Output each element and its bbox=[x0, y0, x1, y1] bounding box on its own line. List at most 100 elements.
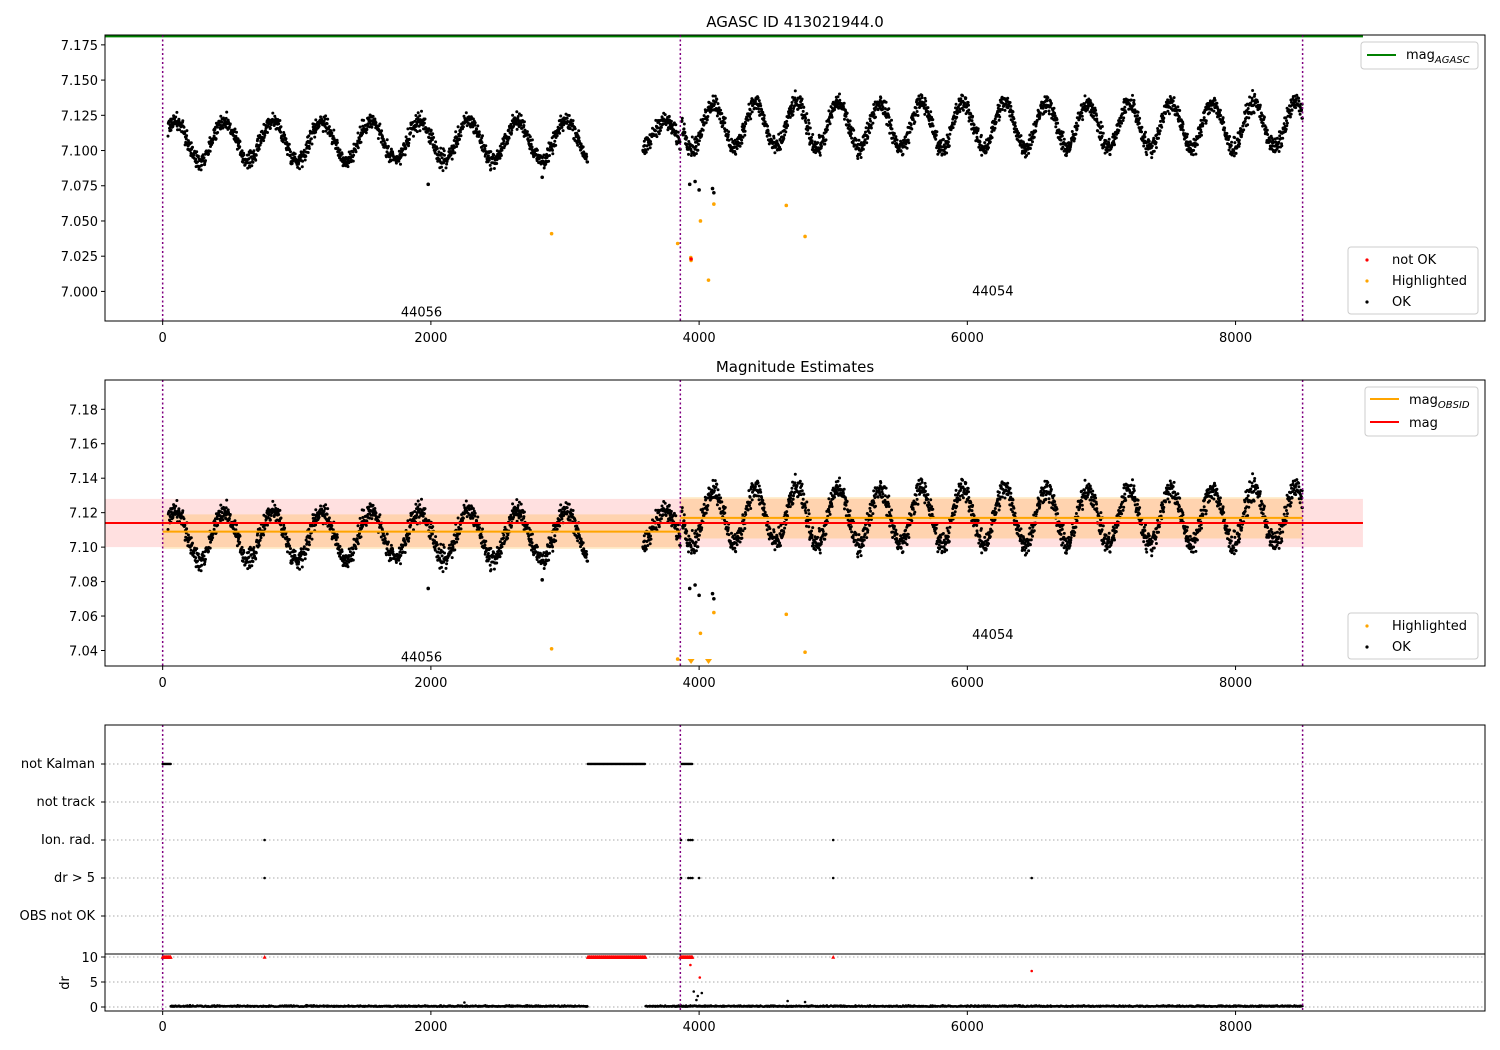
data-point bbox=[461, 125, 465, 129]
data-point bbox=[399, 562, 402, 566]
data-point bbox=[1118, 124, 1122, 128]
data-point bbox=[374, 511, 378, 515]
data-point bbox=[971, 114, 975, 118]
data-point bbox=[850, 136, 854, 140]
data-point bbox=[907, 141, 911, 145]
data-point bbox=[1000, 108, 1004, 111]
data-point bbox=[297, 560, 301, 564]
data-point bbox=[810, 139, 814, 143]
data-point bbox=[397, 558, 401, 562]
data-point bbox=[166, 528, 170, 531]
data-point bbox=[1049, 101, 1053, 105]
data-point bbox=[954, 102, 958, 106]
data-point bbox=[362, 508, 366, 512]
data-point bbox=[528, 135, 532, 139]
data-point bbox=[495, 561, 499, 565]
data-point bbox=[191, 145, 194, 149]
data-point bbox=[416, 499, 420, 503]
data-point bbox=[445, 559, 449, 562]
data-point bbox=[756, 96, 760, 100]
data-point bbox=[203, 163, 207, 167]
data-point bbox=[1140, 125, 1144, 129]
data-point bbox=[1212, 109, 1216, 113]
data-point bbox=[384, 155, 388, 159]
data-point bbox=[325, 122, 329, 126]
data-point bbox=[506, 139, 510, 142]
data-point bbox=[459, 134, 463, 138]
data-point bbox=[443, 551, 446, 555]
data-point bbox=[766, 129, 770, 133]
data-point bbox=[993, 126, 997, 130]
data-point bbox=[423, 117, 427, 121]
data-point bbox=[352, 551, 356, 555]
data-point bbox=[571, 119, 575, 123]
data-point bbox=[325, 512, 329, 516]
data-point bbox=[359, 535, 363, 539]
data-point bbox=[1280, 144, 1284, 148]
y-tick-label: 7.050 bbox=[61, 215, 98, 230]
data-point bbox=[811, 133, 815, 136]
data-point bbox=[1177, 115, 1181, 119]
data-point bbox=[273, 114, 277, 118]
data-point bbox=[302, 148, 306, 152]
data-point bbox=[489, 150, 493, 154]
data-point bbox=[1181, 128, 1185, 132]
data-point bbox=[289, 150, 292, 154]
data-point bbox=[1013, 121, 1017, 125]
data-point bbox=[409, 131, 413, 135]
data-point bbox=[340, 550, 344, 553]
data-point bbox=[678, 140, 682, 144]
data-point bbox=[307, 540, 311, 544]
data-point bbox=[308, 140, 312, 143]
data-point bbox=[1136, 110, 1140, 114]
data-point bbox=[522, 515, 526, 519]
data-point bbox=[189, 536, 193, 540]
data-point bbox=[309, 137, 313, 141]
data-point bbox=[351, 159, 355, 163]
data-point bbox=[1251, 89, 1255, 92]
data-point bbox=[873, 108, 877, 112]
data-point bbox=[335, 533, 339, 537]
agasc-obsid-labels: 44056 44054 bbox=[401, 284, 1014, 320]
data-point bbox=[238, 140, 242, 143]
data-point bbox=[845, 111, 849, 115]
data-point bbox=[519, 123, 523, 127]
data-point bbox=[420, 109, 423, 113]
data-point bbox=[412, 134, 415, 138]
data-point bbox=[194, 556, 198, 560]
data-point bbox=[499, 551, 503, 555]
data-point bbox=[1253, 92, 1257, 96]
data-point bbox=[263, 133, 267, 137]
data-point bbox=[338, 544, 342, 548]
data-point bbox=[1080, 114, 1084, 118]
data-point bbox=[694, 144, 698, 148]
data-point bbox=[332, 128, 336, 132]
series-point bbox=[803, 234, 807, 239]
data-point bbox=[526, 137, 530, 141]
data-point bbox=[486, 552, 490, 555]
data-point bbox=[700, 133, 704, 137]
data-point bbox=[221, 518, 225, 522]
data-point bbox=[383, 142, 387, 145]
data-point bbox=[920, 96, 924, 100]
data-point bbox=[976, 127, 980, 131]
data-point bbox=[1242, 128, 1246, 132]
data-point bbox=[757, 99, 761, 103]
data-point bbox=[278, 119, 282, 122]
data-point bbox=[899, 149, 903, 153]
data-point bbox=[959, 97, 963, 101]
data-point bbox=[810, 135, 813, 139]
data-point bbox=[422, 121, 426, 125]
data-point bbox=[934, 137, 938, 141]
data-point bbox=[298, 167, 302, 171]
data-point bbox=[644, 150, 648, 154]
data-point bbox=[394, 561, 398, 564]
data-point bbox=[1275, 136, 1279, 140]
data-point bbox=[947, 144, 951, 148]
data-point bbox=[926, 106, 930, 110]
data-point bbox=[1160, 125, 1164, 129]
data-point bbox=[1180, 125, 1184, 129]
data-point bbox=[1117, 129, 1121, 132]
data-point bbox=[649, 140, 652, 143]
data-point bbox=[415, 513, 419, 517]
